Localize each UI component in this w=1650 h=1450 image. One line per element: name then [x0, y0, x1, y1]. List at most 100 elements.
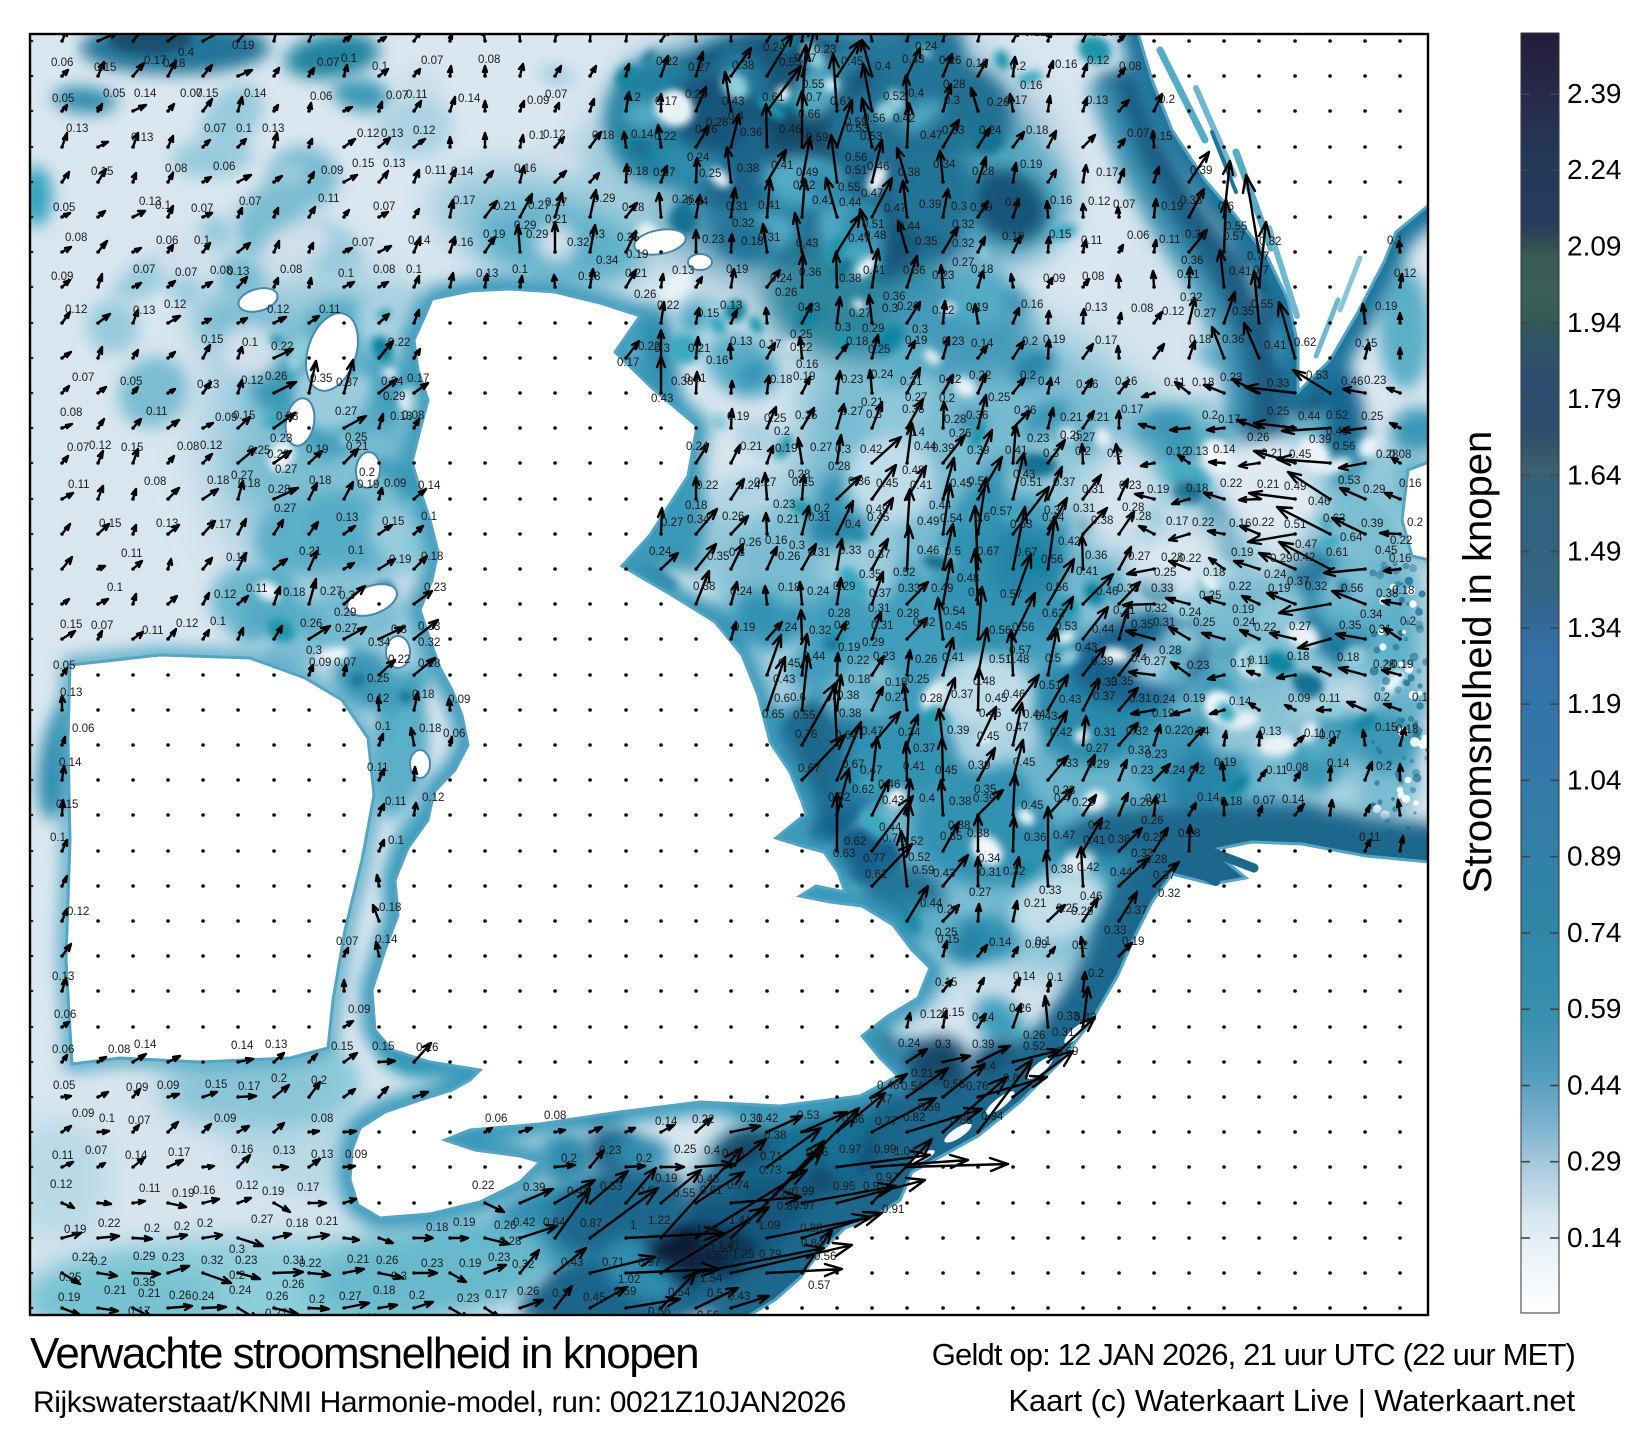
svg-text:0.24: 0.24	[229, 1285, 252, 1297]
svg-text:0.25: 0.25	[792, 477, 814, 489]
svg-text:0.22: 0.22	[1252, 517, 1274, 529]
svg-text:0.3: 0.3	[306, 645, 322, 657]
svg-text:0.12: 0.12	[422, 792, 444, 804]
svg-text:0.33: 0.33	[1039, 885, 1061, 897]
svg-text:0.52: 0.52	[908, 852, 930, 864]
svg-text:0.18: 0.18	[955, 25, 977, 37]
svg-text:0.64: 0.64	[835, 730, 858, 742]
svg-text:0.22: 0.22	[656, 56, 678, 68]
svg-text:0.18: 0.18	[421, 551, 443, 563]
svg-text:0.95: 0.95	[833, 1181, 855, 1193]
svg-text:0.17: 0.17	[226, 552, 248, 564]
svg-text:0.25: 0.25	[1154, 567, 1176, 579]
svg-text:0.23: 0.23	[1187, 660, 1209, 672]
svg-text:0.45: 0.45	[778, 658, 800, 670]
svg-text:0.18: 0.18	[373, 1285, 395, 1297]
svg-text:0.88: 0.88	[800, 1223, 822, 1235]
svg-text:0.11: 0.11	[139, 1183, 161, 1195]
svg-text:0.43: 0.43	[1059, 694, 1081, 706]
svg-text:0.97: 0.97	[638, 1257, 660, 1269]
svg-text:0.19: 0.19	[733, 622, 755, 634]
svg-text:0.36: 0.36	[966, 410, 988, 422]
svg-text:0.28: 0.28	[897, 608, 919, 620]
svg-text:0.15: 0.15	[99, 518, 121, 530]
svg-text:0.21: 0.21	[688, 343, 710, 355]
svg-text:0.3: 0.3	[944, 95, 960, 107]
svg-text:0.28: 0.28	[1161, 552, 1183, 564]
svg-text:0.08: 0.08	[1389, 449, 1411, 461]
svg-text:0.2: 0.2	[814, 503, 830, 515]
svg-text:0.07: 0.07	[317, 57, 339, 69]
svg-text:0.22: 0.22	[388, 337, 410, 349]
svg-text:0.42: 0.42	[860, 444, 882, 456]
svg-text:0.32: 0.32	[418, 637, 440, 649]
svg-text:0.2: 0.2	[939, 393, 955, 405]
svg-text:0.11: 0.11	[367, 762, 389, 774]
svg-text:0.82: 0.82	[903, 1112, 925, 1124]
svg-text:0.28: 0.28	[944, 414, 966, 426]
svg-text:0.31: 0.31	[808, 512, 830, 524]
svg-text:0.5: 0.5	[707, 1288, 723, 1300]
svg-text:0.51: 0.51	[1020, 477, 1042, 489]
svg-text:0.13: 0.13	[383, 158, 405, 170]
svg-text:0.53: 0.53	[1338, 475, 1360, 487]
svg-text:0.28: 0.28	[499, 1236, 521, 1248]
svg-text:0.11: 0.11	[425, 165, 447, 177]
svg-text:0.31: 0.31	[871, 620, 893, 632]
svg-text:0.22: 0.22	[1179, 553, 1201, 565]
svg-text:0.24: 0.24	[1233, 617, 1256, 629]
svg-text:0.29: 0.29	[1363, 484, 1385, 496]
svg-text:0.55: 0.55	[779, 57, 801, 69]
svg-text:0.46: 0.46	[1308, 496, 1330, 508]
svg-text:0.06: 0.06	[51, 57, 73, 69]
svg-text:0.1: 0.1	[421, 511, 437, 523]
svg-text:0.27: 0.27	[335, 406, 357, 418]
svg-text:0.27: 0.27	[528, 200, 550, 212]
svg-text:0.38: 0.38	[839, 273, 861, 285]
svg-text:0.1: 0.1	[341, 53, 357, 65]
svg-text:0.32: 0.32	[567, 237, 589, 249]
svg-text:0.61: 0.61	[762, 92, 784, 104]
svg-text:0.31: 0.31	[979, 867, 1001, 879]
svg-text:0.17: 0.17	[238, 1081, 260, 1093]
svg-text:0.37: 0.37	[869, 588, 891, 600]
svg-text:0.13: 0.13	[265, 1039, 287, 1051]
svg-text:0.52: 0.52	[883, 91, 905, 103]
svg-text:0.2: 0.2	[91, 1256, 107, 1268]
svg-text:0.16: 0.16	[1021, 299, 1043, 311]
svg-text:0.16: 0.16	[706, 355, 728, 367]
svg-text:0.62: 0.62	[1042, 608, 1064, 620]
svg-text:0.08: 0.08	[144, 476, 166, 488]
svg-text:0.33: 0.33	[1117, 583, 1139, 595]
svg-text:0.52: 0.52	[1023, 1041, 1045, 1053]
svg-text:0.39: 0.39	[523, 1182, 545, 1194]
svg-text:0.22: 0.22	[969, 370, 991, 382]
svg-text:0.06: 0.06	[54, 1009, 76, 1021]
svg-text:0.2: 0.2	[1407, 517, 1423, 529]
svg-text:0.21: 0.21	[861, 397, 883, 409]
svg-text:0.11: 0.11	[385, 796, 407, 808]
svg-text:0.13: 0.13	[262, 123, 284, 135]
svg-text:0.19: 0.19	[1043, 334, 1065, 346]
svg-text:0.4: 0.4	[845, 519, 862, 531]
svg-text:0.71: 0.71	[760, 1151, 782, 1163]
svg-text:0.09: 0.09	[384, 478, 406, 490]
svg-text:0.25: 0.25	[790, 329, 812, 341]
svg-text:0.1: 0.1	[372, 61, 388, 73]
svg-text:0.32: 0.32	[952, 238, 974, 250]
svg-text:0.37: 0.37	[1287, 576, 1309, 588]
svg-text:0.13: 0.13	[390, 411, 412, 423]
svg-text:0.26: 0.26	[1247, 432, 1269, 444]
svg-text:0.31: 0.31	[900, 376, 922, 388]
svg-text:0.17: 0.17	[1005, 95, 1027, 107]
svg-text:0.36: 0.36	[903, 265, 925, 277]
svg-text:0.39: 0.39	[967, 445, 989, 457]
svg-text:0.35: 0.35	[1131, 619, 1153, 631]
svg-text:0.45: 0.45	[1375, 545, 1397, 557]
svg-text:0.3: 0.3	[882, 303, 898, 315]
svg-text:0.38: 0.38	[949, 796, 971, 808]
svg-text:0.27: 0.27	[251, 1214, 273, 1226]
svg-text:0.4: 0.4	[909, 427, 926, 439]
svg-text:0.43: 0.43	[1074, 1012, 1096, 1024]
svg-text:0.31: 0.31	[726, 201, 748, 213]
